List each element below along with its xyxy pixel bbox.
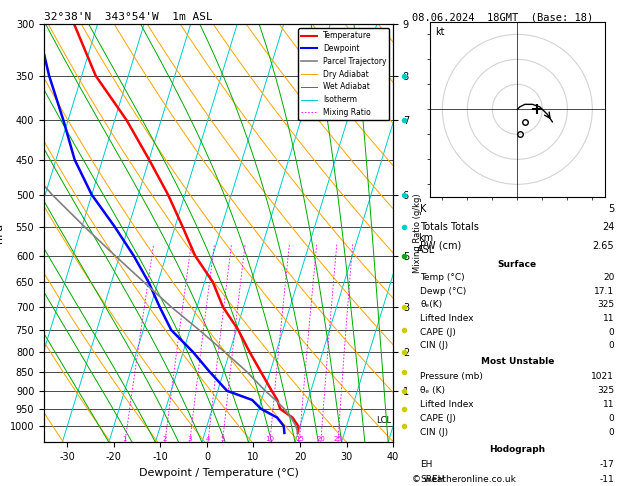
Text: 11: 11 xyxy=(603,400,615,409)
Y-axis label: km
ASL: km ASL xyxy=(416,233,435,255)
Text: 11: 11 xyxy=(603,314,615,323)
Text: CAPE (J): CAPE (J) xyxy=(420,414,456,423)
Text: 25: 25 xyxy=(333,436,342,442)
Y-axis label: hPa: hPa xyxy=(0,223,4,243)
Text: 2.65: 2.65 xyxy=(593,241,615,251)
Text: CAPE (J): CAPE (J) xyxy=(420,328,456,336)
Text: CIN (J): CIN (J) xyxy=(420,341,448,350)
Text: 325: 325 xyxy=(597,300,615,310)
Text: 1: 1 xyxy=(123,436,127,442)
Text: Dewp (°C): Dewp (°C) xyxy=(420,287,467,296)
Text: LCL: LCL xyxy=(376,417,391,425)
Text: CIN (J): CIN (J) xyxy=(420,428,448,437)
Text: θₑ (K): θₑ (K) xyxy=(420,386,445,395)
Text: Lifted Index: Lifted Index xyxy=(420,400,474,409)
Text: Lifted Index: Lifted Index xyxy=(420,314,474,323)
X-axis label: Dewpoint / Temperature (°C): Dewpoint / Temperature (°C) xyxy=(138,468,299,478)
Text: 325: 325 xyxy=(597,386,615,395)
Text: θₑ(K): θₑ(K) xyxy=(420,300,443,310)
Text: 5: 5 xyxy=(220,436,225,442)
Text: kt: kt xyxy=(435,27,445,37)
Text: Surface: Surface xyxy=(498,260,537,269)
Text: 4: 4 xyxy=(206,436,210,442)
Text: 08.06.2024  18GMT  (Base: 18): 08.06.2024 18GMT (Base: 18) xyxy=(412,12,593,22)
Text: 24: 24 xyxy=(602,222,615,232)
Text: 17.1: 17.1 xyxy=(594,287,615,296)
Text: EH: EH xyxy=(420,460,433,469)
Text: Hodograph: Hodograph xyxy=(489,445,545,454)
Legend: Temperature, Dewpoint, Parcel Trajectory, Dry Adiabat, Wet Adiabat, Isotherm, Mi: Temperature, Dewpoint, Parcel Trajectory… xyxy=(298,28,389,120)
Text: PW (cm): PW (cm) xyxy=(420,241,462,251)
Text: 0: 0 xyxy=(608,341,615,350)
Text: 20: 20 xyxy=(603,274,615,282)
Text: -11: -11 xyxy=(599,475,615,485)
Text: 20: 20 xyxy=(316,436,325,442)
Text: 10: 10 xyxy=(265,436,274,442)
Text: © weatheronline.co.uk: © weatheronline.co.uk xyxy=(412,474,516,484)
Text: Totals Totals: Totals Totals xyxy=(420,222,479,232)
Text: Mixing Ratio (g/kg): Mixing Ratio (g/kg) xyxy=(413,193,421,273)
Text: 0: 0 xyxy=(608,414,615,423)
Text: SREH: SREH xyxy=(420,475,445,485)
Text: Temp (°C): Temp (°C) xyxy=(420,274,465,282)
Text: 15: 15 xyxy=(295,436,304,442)
Text: 2: 2 xyxy=(163,436,167,442)
Text: Pressure (mb): Pressure (mb) xyxy=(420,371,483,381)
Text: 3: 3 xyxy=(187,436,192,442)
Text: 5: 5 xyxy=(608,204,615,213)
Text: 1021: 1021 xyxy=(591,371,615,381)
Text: 0: 0 xyxy=(608,428,615,437)
Text: K: K xyxy=(420,204,427,213)
Text: 32°38'N  343°54'W  1m ASL: 32°38'N 343°54'W 1m ASL xyxy=(44,12,213,22)
Text: Most Unstable: Most Unstable xyxy=(481,357,554,366)
Text: 0: 0 xyxy=(608,328,615,336)
Text: -17: -17 xyxy=(599,460,615,469)
